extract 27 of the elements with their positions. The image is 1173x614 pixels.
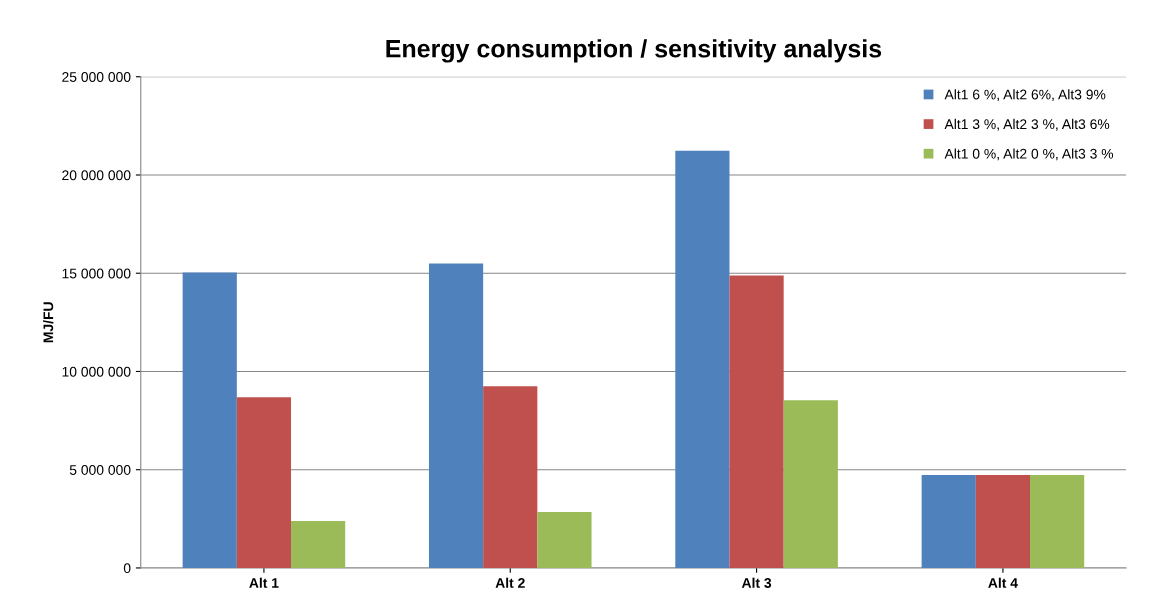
y-tick-label: 10 000 000 (62, 366, 131, 377)
bar (921, 475, 976, 568)
bar (1030, 475, 1085, 568)
bar (291, 520, 346, 568)
y-tick-label: 0 (123, 563, 131, 574)
bar (729, 275, 784, 568)
bar (975, 475, 1031, 568)
y-axis-title: MJ/FU (43, 302, 54, 343)
bar (675, 150, 730, 568)
x-tick-label: Alt 3 (741, 577, 772, 588)
y-tick-label: 5 000 000 (69, 465, 131, 475)
legend-label: Alt1 0 %, Alt2 0 %, Alt3 3 % (944, 148, 1114, 161)
bar (182, 272, 237, 568)
y-tick-label: 25 000 000 (62, 72, 131, 82)
legend-label: Alt1 3 %, Alt2 3 %, Alt3 6% (944, 118, 1110, 131)
y-tick-label: 20 000 000 (62, 170, 131, 181)
bar (483, 386, 538, 568)
x-tick-label: Alt 2 (495, 577, 525, 588)
legend-label: Alt1 6 %, Alt2 6%, Alt3 9% (944, 89, 1106, 102)
bar (428, 263, 484, 568)
y-tick-label: 15 000 000 (62, 268, 131, 279)
bar (783, 400, 838, 568)
x-tick-label: Alt 4 (988, 577, 1018, 588)
chart-title: Energy consumption / sensitivity analysis (386, 39, 882, 63)
x-tick-label: Alt 1 (249, 577, 279, 588)
bar (236, 397, 292, 568)
bar (537, 511, 592, 568)
